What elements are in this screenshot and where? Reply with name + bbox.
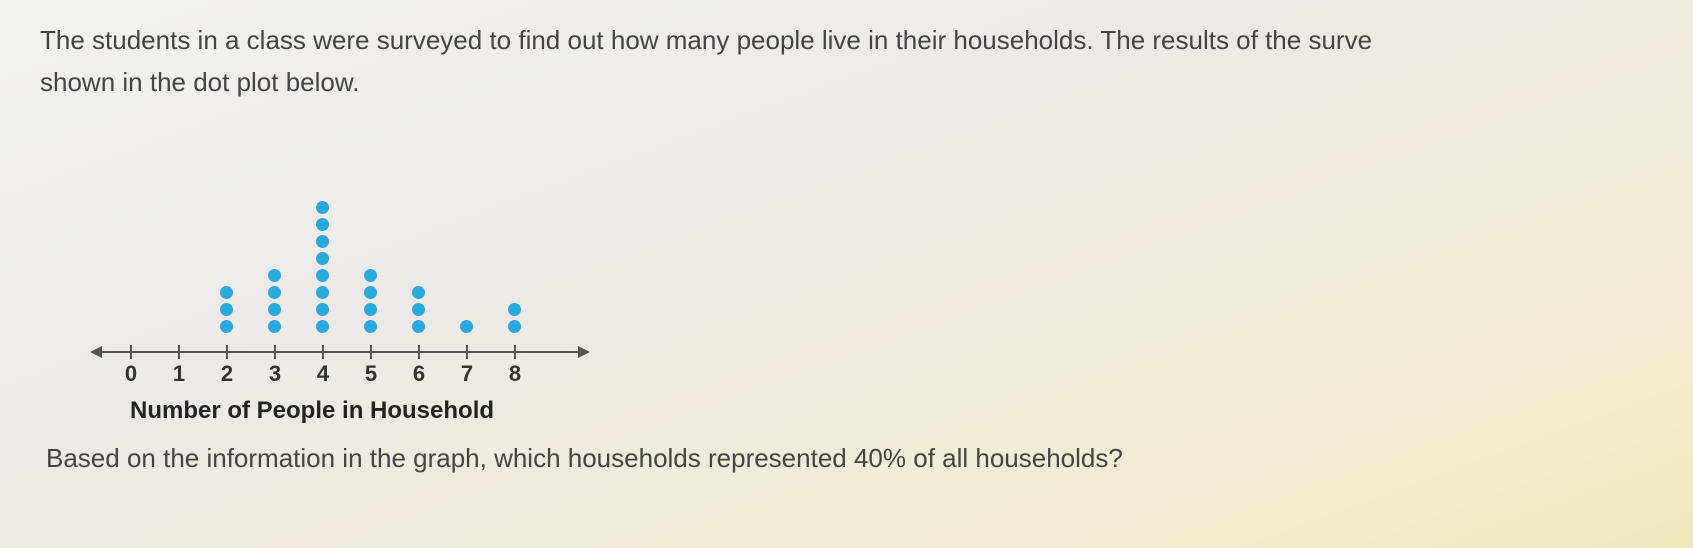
question-line-2: shown in the dot plot below. (40, 67, 359, 97)
tick (514, 345, 516, 359)
dot (316, 201, 329, 214)
x-axis-title: Number of People in Household (130, 397, 1653, 425)
dot (412, 303, 425, 316)
dot (508, 320, 521, 333)
dot (220, 303, 233, 316)
dot (316, 252, 329, 265)
dot-column (217, 286, 235, 333)
dot-column (409, 286, 427, 333)
tick (370, 345, 372, 359)
dot-column (505, 303, 523, 333)
tick-label: 1 (173, 361, 185, 387)
tick-label: 6 (413, 361, 425, 387)
followup-question: Based on the information in the graph, w… (46, 443, 1653, 474)
dot (268, 303, 281, 316)
dot-column (457, 320, 475, 333)
dot (316, 269, 329, 282)
question-line-1: The students in a class were surveyed to… (40, 25, 1372, 55)
dot (364, 269, 377, 282)
dot-column (313, 201, 331, 333)
dot (220, 320, 233, 333)
dot (268, 320, 281, 333)
question-text: The students in a class were surveyed to… (40, 20, 1653, 103)
dot (316, 235, 329, 248)
tick-label: 5 (365, 361, 377, 387)
dot (364, 303, 377, 316)
x-axis (100, 351, 580, 353)
dot (412, 320, 425, 333)
dot (316, 218, 329, 231)
tick (418, 345, 420, 359)
tick (178, 345, 180, 359)
dots-region (100, 133, 580, 333)
dot (460, 320, 473, 333)
tick-label: 4 (317, 361, 329, 387)
dot-column (265, 269, 283, 333)
dot (268, 286, 281, 299)
tick (274, 345, 276, 359)
tick (322, 345, 324, 359)
dot-plot: 0 1 2 3 4 5 6 7 8 (100, 113, 580, 393)
tick-label: 3 (269, 361, 281, 387)
tick-label: 7 (461, 361, 473, 387)
dot (364, 286, 377, 299)
tick (226, 345, 228, 359)
tick-label: 0 (125, 361, 137, 387)
dot (508, 303, 521, 316)
tick-label: 2 (221, 361, 233, 387)
dot (364, 320, 377, 333)
dot (316, 286, 329, 299)
dot (220, 286, 233, 299)
dot (412, 286, 425, 299)
tick-label: 8 (509, 361, 521, 387)
tick (130, 345, 132, 359)
dot (268, 269, 281, 282)
dot (316, 320, 329, 333)
dot (316, 303, 329, 316)
dot-column (361, 269, 379, 333)
tick (466, 345, 468, 359)
